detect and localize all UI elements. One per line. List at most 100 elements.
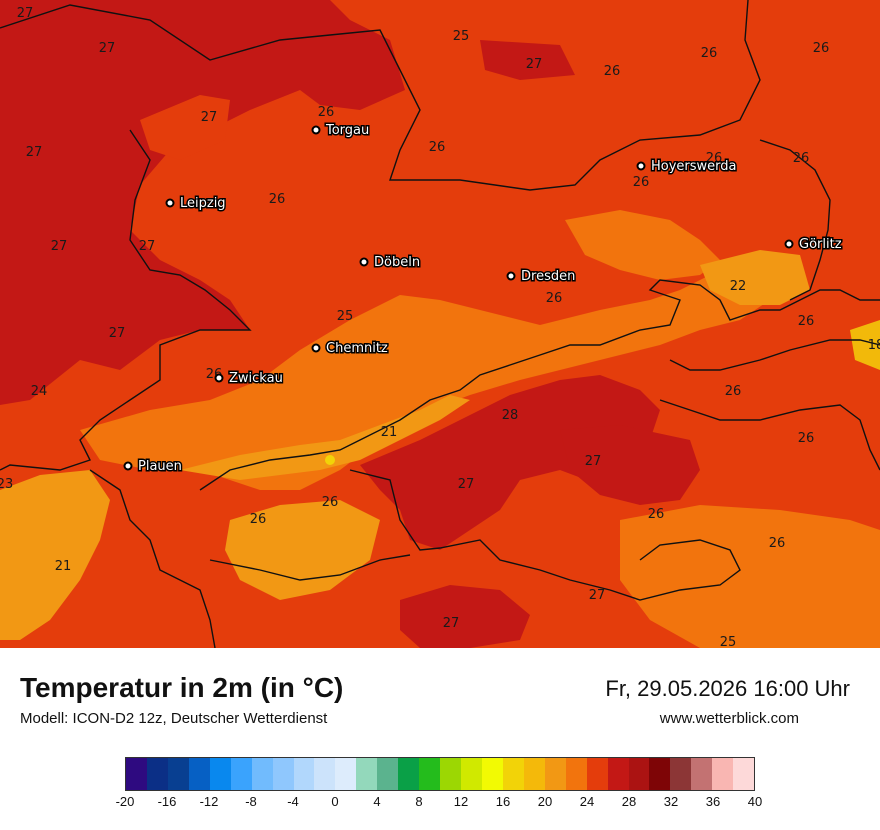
temperature-value: 27: [99, 41, 116, 56]
city-chemnitz: Chemnitz: [311, 340, 389, 358]
temperature-value: 26: [250, 512, 267, 527]
colorbar-ticks: -20 -16 -12 -8 -4 0 4 8 12 16 20 24 28 32 36 40: [116, 794, 763, 818]
city-markers: Torgau Hoyerswerda Leipzig Döbeln Dresden Gör…: [123, 122, 843, 476]
colorbar-segment: [377, 758, 399, 790]
temperature-value: 26: [604, 64, 621, 79]
city-hoyerswerda: Hoyerswerda: [636, 158, 738, 176]
mild-area-southeast: [620, 505, 880, 648]
border-east-lower: [659, 399, 880, 471]
hot-area-southeast: [360, 375, 660, 550]
warm-area-northwest: [0, 0, 405, 405]
city-label: Torgau: [325, 123, 369, 138]
temperature-value: 24: [31, 384, 48, 399]
city-dot-icon: [311, 343, 321, 353]
temperature-value: 26: [769, 536, 786, 551]
colorbar-tick-label: 8: [415, 794, 423, 809]
colorbar-tick-label: -4: [287, 794, 299, 809]
temperature-value: 22: [730, 279, 747, 294]
city-label: Chemnitz: [326, 341, 388, 356]
colorbar-tick-label: 0: [331, 794, 339, 809]
colorbar-segment: [356, 758, 378, 790]
colorbar-segment: [251, 758, 273, 790]
colorbar-segment: [398, 758, 420, 790]
city-torgau: Torgau: [311, 122, 371, 140]
temperature-value: 21: [381, 425, 398, 440]
colorbar-tick-label: -16: [157, 794, 177, 809]
city-leipzig: Leipzig: [165, 195, 227, 213]
temperature-value: 25: [453, 29, 470, 44]
temperature-value: 26: [318, 105, 335, 120]
city-dot-icon: [214, 373, 224, 383]
colorbar-segment: [167, 758, 189, 790]
temperature-value: 18: [868, 338, 880, 353]
temperature-value: 26: [269, 192, 286, 207]
temperature-value: 26: [322, 495, 339, 510]
colorbar-tick-label: 24: [579, 794, 595, 809]
city-döbeln: Döbeln: [359, 254, 422, 272]
temperature-value: 27: [443, 616, 460, 631]
colorbar-tick-label: -20: [115, 794, 135, 809]
temperature-value: 28: [502, 408, 519, 423]
cool-area-east: [700, 250, 810, 305]
city-label: Döbeln: [374, 255, 420, 270]
warm-area-northwest-inner: [140, 95, 230, 160]
colorbar-segment: [188, 758, 210, 790]
colorbar-segment: [586, 758, 608, 790]
temperature-value: 27: [17, 6, 34, 21]
colorbar-segment: [712, 758, 734, 790]
cool-area-far-east: [850, 320, 880, 370]
colorbar-segment: [314, 758, 336, 790]
mild-band-center: [80, 255, 800, 490]
city-label: Dresden: [521, 269, 575, 284]
hot-area-southeast-2: [560, 425, 700, 505]
temperature-value: 26: [793, 151, 810, 166]
temperature-value: 27: [589, 588, 606, 603]
temperature-colorbar: [125, 757, 755, 791]
colorbar-tick-label: -12: [199, 794, 219, 809]
website-link[interactable]: www.wetterblick.com: [659, 710, 799, 727]
colorbar-segment: [607, 758, 629, 790]
colorbar-tick-label: 12: [453, 794, 469, 809]
temperature-value: 23: [0, 477, 13, 492]
cool-strip-ore-mountains: [180, 395, 470, 480]
colorbar-segment: [146, 758, 168, 790]
cool-area-southwest: [0, 470, 110, 640]
temperature-map: 27 27 25 27 26 26 26 27 26 27 26 26 26 26 26 27 27 22 26 25…: [0, 0, 880, 648]
temperature-value: 27: [585, 454, 602, 469]
temperature-value: 27: [201, 110, 218, 125]
city-dot-icon: [636, 161, 646, 171]
colorbar-segment: [335, 758, 357, 790]
colorbar-segment: [691, 758, 713, 790]
city-label: Plauen: [138, 459, 182, 474]
model-source: Modell: ICON-D2 12z, Deutscher Wetterdie…: [20, 710, 328, 727]
colorbar-tick-label: 16: [495, 794, 511, 809]
map-canvas: 27 27 25 27 26 26 26 27 26 27 26 26 26 26 26 27 27 22 26 25…: [0, 0, 880, 648]
colorbar-segment: [230, 758, 252, 790]
colorbar-segment: [293, 758, 315, 790]
temperature-value-labels: 27 27 25 27 26 26 26 27 26 27 26 26 26 26 26 27 27 22 26 25…: [0, 6, 880, 648]
temperature-value: 26: [813, 41, 830, 56]
temperature-value: 27: [139, 239, 156, 254]
colorbar-segment: [628, 758, 650, 790]
colorbar-tick-label: 20: [537, 794, 553, 809]
city-label: Görlitz: [799, 237, 842, 252]
border-ore-mountains: [199, 279, 880, 491]
border-south-left: [209, 554, 411, 581]
city-plauen: Plauen: [123, 458, 183, 476]
colorbar-segment: [544, 758, 566, 790]
colorbar-segment: [419, 758, 441, 790]
colorbar-tick-label: 36: [705, 794, 721, 809]
temperature-value: 27: [51, 239, 68, 254]
city-zwickau: Zwickau: [214, 370, 284, 388]
border-west: [0, 129, 252, 471]
temperature-value: 21: [55, 559, 72, 574]
colorbar-segment: [502, 758, 524, 790]
border-north: [0, 0, 761, 191]
temperature-value: 27: [26, 145, 43, 160]
temperature-value: 26: [429, 140, 446, 155]
temperature-value: 26: [648, 507, 665, 522]
colorbar-tick-label: -8: [245, 794, 257, 809]
temperature-value: 26: [798, 431, 815, 446]
city-dot-icon: [123, 461, 133, 471]
colorbar-segment: [440, 758, 461, 790]
